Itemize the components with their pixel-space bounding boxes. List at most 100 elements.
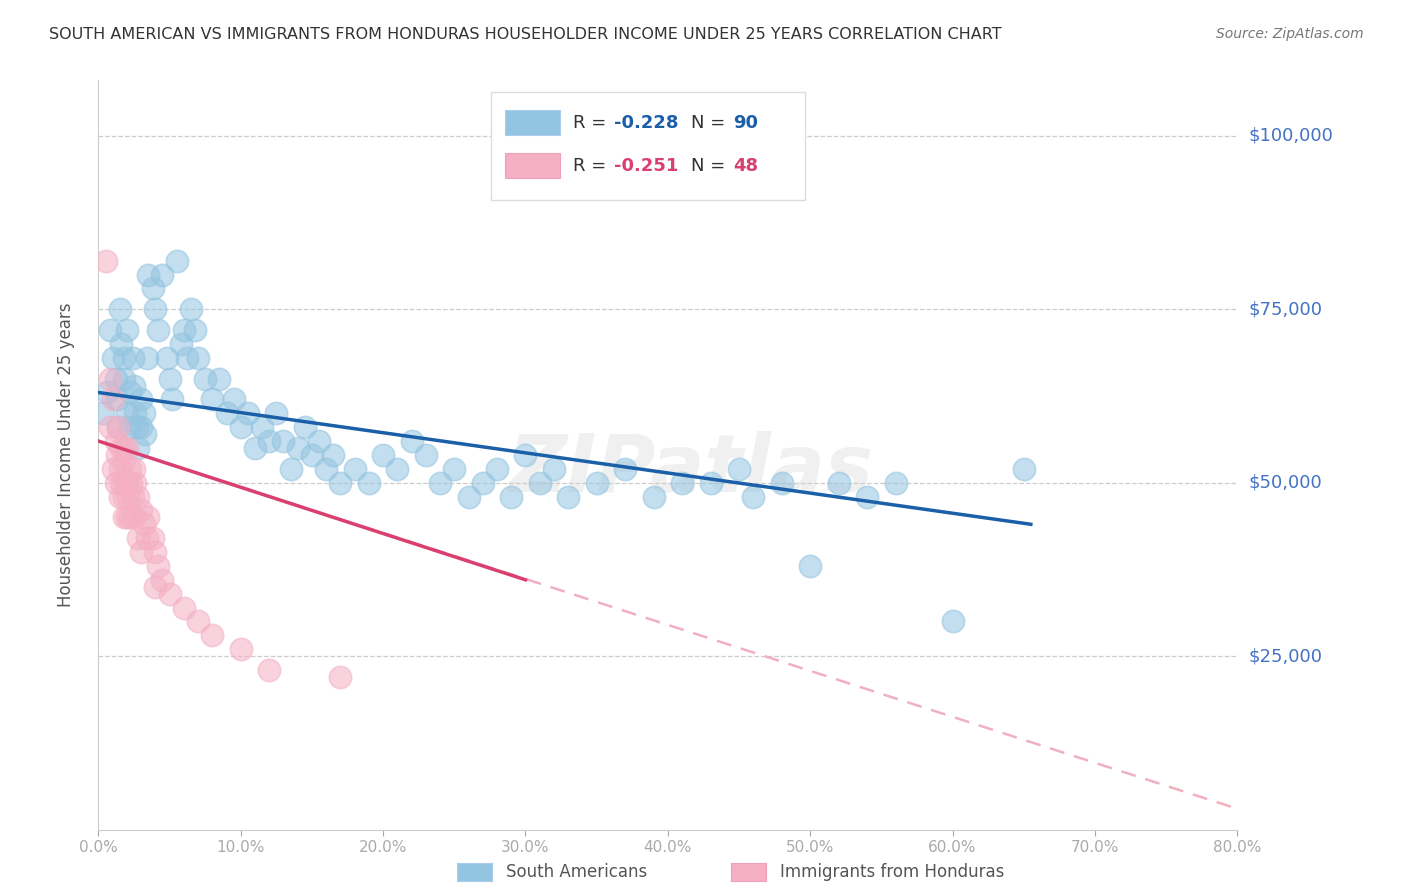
Point <box>259 663 281 677</box>
Point <box>118 420 141 434</box>
Point <box>457 490 479 504</box>
Point <box>828 475 851 490</box>
Point <box>136 510 159 524</box>
Point <box>101 392 124 407</box>
Point <box>108 462 131 476</box>
Point <box>115 323 138 337</box>
Point <box>215 406 238 420</box>
Point <box>222 392 245 407</box>
Point <box>1012 462 1035 476</box>
Point <box>129 503 152 517</box>
Point <box>166 253 188 268</box>
Point <box>501 490 523 504</box>
Point <box>429 475 451 490</box>
Text: South Americans: South Americans <box>506 863 647 881</box>
Point <box>184 323 207 337</box>
Point <box>742 490 765 504</box>
Point <box>115 510 138 524</box>
Point <box>104 475 127 490</box>
Point <box>471 475 494 490</box>
Point <box>401 434 423 448</box>
Text: SOUTH AMERICAN VS IMMIGRANTS FROM HONDURAS HOUSEHOLDER INCOME UNDER 25 YEARS COR: SOUTH AMERICAN VS IMMIGRANTS FROM HONDUR… <box>49 27 1002 42</box>
FancyBboxPatch shape <box>505 111 560 135</box>
Point <box>135 351 157 365</box>
Point <box>122 462 145 476</box>
Point <box>671 475 693 490</box>
Point <box>884 475 907 490</box>
Point <box>287 441 309 455</box>
Point <box>294 420 316 434</box>
Point <box>187 351 209 365</box>
Point <box>135 531 157 545</box>
Point <box>112 351 135 365</box>
Point <box>104 434 127 448</box>
Point <box>124 406 146 420</box>
Point <box>250 420 273 434</box>
Point <box>134 427 156 442</box>
Point <box>125 420 148 434</box>
Point <box>357 475 380 490</box>
Point <box>112 510 135 524</box>
Point <box>96 385 118 400</box>
Point <box>145 580 167 594</box>
Point <box>266 406 288 420</box>
Point <box>173 600 195 615</box>
Text: $100,000: $100,000 <box>1249 127 1333 145</box>
Point <box>108 490 131 504</box>
Point <box>118 462 141 476</box>
Text: N =: N = <box>690 114 731 132</box>
Text: $75,000: $75,000 <box>1249 301 1323 318</box>
Point <box>107 420 129 434</box>
Point <box>194 371 217 385</box>
Point <box>699 475 721 490</box>
Text: R =: R = <box>574 157 613 175</box>
Point <box>486 462 509 476</box>
Point <box>105 448 128 462</box>
Point <box>114 475 136 490</box>
Point <box>201 392 224 407</box>
Point <box>229 642 252 657</box>
Point <box>120 475 142 490</box>
Point <box>118 385 141 400</box>
Point <box>148 558 170 573</box>
Point <box>121 490 143 504</box>
Point <box>101 351 124 365</box>
Point <box>308 434 330 448</box>
Point <box>543 462 565 476</box>
Point <box>132 517 155 532</box>
Point <box>243 441 266 455</box>
Point <box>115 441 138 455</box>
Point <box>107 420 129 434</box>
Point <box>122 510 145 524</box>
Text: -0.251: -0.251 <box>614 157 679 175</box>
Point <box>112 441 135 455</box>
Point <box>98 323 121 337</box>
Point <box>98 371 121 385</box>
Point <box>129 392 152 407</box>
Point <box>112 490 135 504</box>
Point <box>187 615 209 629</box>
Point <box>236 406 259 420</box>
Point <box>529 475 551 490</box>
Y-axis label: Householder Income Under 25 years: Householder Income Under 25 years <box>56 302 75 607</box>
Point <box>856 490 879 504</box>
Point <box>145 545 167 559</box>
Point <box>108 302 131 317</box>
Text: N =: N = <box>690 157 731 175</box>
Point <box>515 448 537 462</box>
Point <box>141 281 163 295</box>
Point <box>115 406 138 420</box>
Point <box>162 392 184 407</box>
Text: $25,000: $25,000 <box>1249 647 1323 665</box>
Point <box>91 406 114 420</box>
Point <box>301 448 323 462</box>
Point <box>111 455 134 469</box>
Text: -0.228: -0.228 <box>614 114 679 132</box>
Point <box>343 462 366 476</box>
FancyBboxPatch shape <box>505 153 560 178</box>
Point <box>127 531 149 545</box>
Point <box>329 475 352 490</box>
Point <box>156 351 179 365</box>
Text: 90: 90 <box>733 114 758 132</box>
Point <box>136 268 159 282</box>
